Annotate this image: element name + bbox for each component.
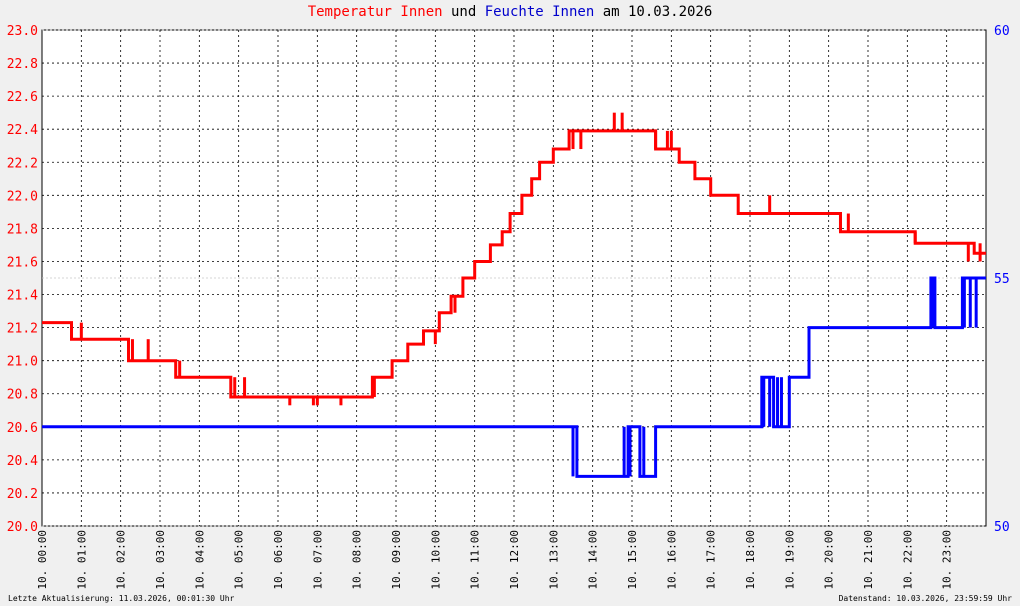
temperature-spike — [620, 112, 624, 131]
y-left-tick-label: 22.4 — [7, 123, 38, 138]
title-humidity: Feuchte Innen — [484, 4, 595, 20]
humidity-spike — [768, 377, 772, 427]
x-tick-label: 10. 08:00 — [351, 530, 364, 590]
temperature-spike — [966, 243, 970, 262]
temperature-line — [42, 129, 986, 399]
x-tick-label: 10. 07:00 — [311, 530, 324, 590]
y-left-tick-label: 20.2 — [7, 487, 38, 502]
x-tick-label: 10. 17:00 — [705, 530, 718, 590]
humidity-spike — [779, 377, 783, 427]
temperature-spike — [453, 296, 457, 313]
humidity-spike — [628, 426, 632, 477]
y-left-tick-label: 22.6 — [7, 90, 38, 105]
y-left-tick-label: 20.6 — [7, 421, 38, 436]
temperature-spike — [433, 330, 437, 345]
x-tick-label: 10. 06:00 — [272, 530, 285, 590]
x-tick-label: 10. 21:00 — [862, 530, 875, 590]
temperature-spike — [768, 195, 772, 214]
temperature-spike — [243, 377, 247, 398]
temperature-spike — [838, 213, 842, 232]
y-left-tick-label: 20.8 — [7, 388, 38, 403]
x-tick-label: 10. 22:00 — [901, 530, 914, 590]
temperature-spike — [233, 377, 237, 398]
humidity-spike — [762, 377, 766, 427]
x-tick-label: 10. 03:00 — [154, 530, 167, 590]
x-tick-label: 10. 16:00 — [665, 530, 678, 590]
y-left-tick-label: 21.0 — [7, 355, 38, 370]
temperature-spike — [571, 130, 575, 150]
temperature-spike — [978, 243, 982, 262]
x-tick-label: 10. 14:00 — [587, 530, 600, 590]
temperature-spike — [654, 130, 658, 150]
x-tick-label: 10. 12:00 — [508, 530, 521, 590]
temperature-spike — [846, 213, 850, 232]
temperature-spike — [339, 397, 343, 406]
temperature-spike — [70, 322, 73, 340]
temperature-spike — [665, 130, 669, 150]
y-left-tick-label: 20.4 — [7, 454, 38, 469]
x-tick-label: 10. 00:00 — [36, 530, 49, 590]
temperature-spike — [288, 397, 292, 406]
footer-data-state: Datenstand: 10.03.2026, 23:59:59 Uhr — [838, 594, 1012, 603]
x-tick-label: 10. 23:00 — [941, 530, 954, 590]
temperature-spike — [372, 377, 376, 398]
humidity-spike — [968, 278, 972, 328]
humidity-spike — [776, 377, 780, 427]
y-left-tick-label: 23.0 — [7, 24, 38, 39]
y-left-tick-label: 21.6 — [7, 255, 38, 270]
x-tick-label: 10. 13:00 — [547, 530, 560, 590]
temperature-spike — [311, 397, 315, 406]
x-tick-label: 10. 15:00 — [626, 530, 639, 590]
humidity-spike — [962, 278, 966, 328]
y-left-tick-label: 22.2 — [7, 156, 38, 171]
x-tick-label: 10. 09:00 — [390, 530, 403, 590]
title-temperature: Temperatur Innen — [307, 4, 443, 20]
temperature-spike — [79, 322, 83, 340]
y-right-tick-label: 50 — [994, 520, 1010, 535]
y-left-tick-label: 22.0 — [7, 189, 38, 204]
humidity-spike — [642, 426, 646, 477]
title-und: und — [442, 4, 485, 20]
chart-title: Temperatur Innen und Feuchte Innen am 10… — [0, 4, 1020, 20]
humidity-spike — [974, 278, 978, 328]
humidity-spike — [571, 426, 575, 477]
humidity-spike — [622, 426, 626, 477]
x-tick-label: 10. 02:00 — [115, 530, 128, 590]
footer-last-update: Letzte Aktualisierung: 11.03.2026, 00:01… — [8, 594, 235, 603]
x-tick-label: 10. 11:00 — [469, 530, 482, 590]
y-right-tick-label: 55 — [994, 272, 1010, 287]
x-tick-label: 10. 19:00 — [783, 530, 796, 590]
x-tick-label: 10. 01:00 — [75, 530, 88, 590]
y-left-tick-label: 21.2 — [7, 322, 38, 337]
humidity-spike — [931, 278, 935, 328]
y-left-tick-label: 21.8 — [7, 222, 38, 237]
x-tick-label: 10. 18:00 — [744, 530, 757, 590]
y-left-tick-label: 20.0 — [7, 520, 38, 535]
temperature-spike — [146, 339, 150, 361]
temperature-spike — [579, 130, 583, 150]
temperature-spike — [315, 397, 319, 406]
x-tick-label: 10. 05:00 — [233, 530, 246, 590]
x-tick-label: 10. 10:00 — [429, 530, 442, 590]
title-date: am 10.03.2026 — [594, 4, 713, 20]
x-tick-label: 10. 04:00 — [193, 530, 206, 590]
y-left-tick-label: 22.8 — [7, 57, 38, 72]
temperature-spike — [669, 130, 673, 150]
temperature-spike — [178, 360, 182, 378]
y-left-tick-label: 21.4 — [7, 289, 38, 304]
y-right-tick-label: 60 — [994, 24, 1010, 39]
temperature-spike — [913, 231, 917, 244]
x-tick-label: 10. 20:00 — [823, 530, 836, 590]
temperature-spike — [130, 339, 134, 361]
temperature-spike — [612, 112, 616, 131]
